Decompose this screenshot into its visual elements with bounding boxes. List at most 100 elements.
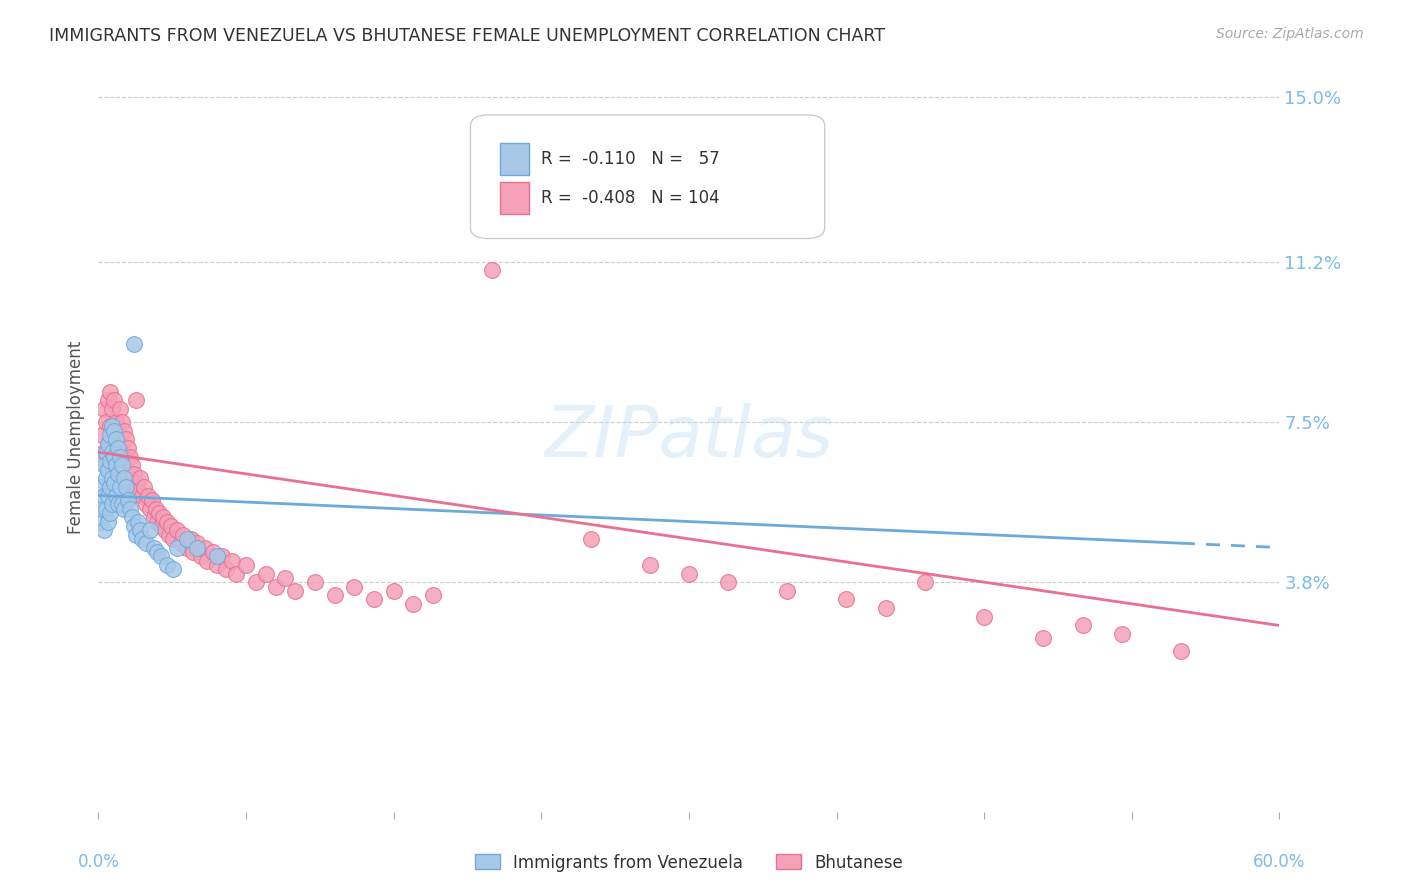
Point <box>117 441 139 455</box>
Point <box>112 471 135 485</box>
Point <box>382 583 405 598</box>
Point <box>98 480 121 494</box>
Point <box>150 519 173 533</box>
Point <box>98 384 121 399</box>
FancyBboxPatch shape <box>471 115 825 238</box>
Point <box>245 575 267 590</box>
Point <box>304 575 326 590</box>
Point <box>579 532 602 546</box>
Point <box>186 536 208 550</box>
Point <box>121 510 143 524</box>
Point <box>101 419 124 434</box>
Point <box>1032 632 1054 646</box>
Point <box>98 454 121 468</box>
Point <box>125 527 148 541</box>
Point <box>156 558 179 572</box>
Point <box>103 424 125 438</box>
Point <box>132 480 155 494</box>
Point <box>101 497 124 511</box>
Point <box>122 467 145 481</box>
Point <box>97 436 120 450</box>
Point <box>105 450 128 464</box>
Point <box>98 458 121 473</box>
Point <box>115 432 138 446</box>
Point <box>1071 618 1094 632</box>
Point <box>111 480 134 494</box>
Point <box>98 506 121 520</box>
Text: R =  -0.110   N =   57: R = -0.110 N = 57 <box>541 150 720 168</box>
Point <box>402 597 425 611</box>
Point <box>121 458 143 473</box>
Point <box>107 489 129 503</box>
Point <box>111 415 134 429</box>
Point <box>105 489 128 503</box>
Point <box>89 515 111 529</box>
Point <box>96 445 118 459</box>
Point <box>166 541 188 555</box>
Point <box>91 480 114 494</box>
Point <box>112 424 135 438</box>
Point <box>108 467 131 481</box>
Point <box>98 428 121 442</box>
Point <box>254 566 277 581</box>
Point <box>194 541 217 555</box>
Point <box>112 501 135 516</box>
Text: IMMIGRANTS FROM VENEZUELA VS BHUTANESE FEMALE UNEMPLOYMENT CORRELATION CHART: IMMIGRANTS FROM VENEZUELA VS BHUTANESE F… <box>49 27 886 45</box>
Point <box>97 515 120 529</box>
Point <box>141 492 163 507</box>
Point <box>422 588 444 602</box>
Point <box>108 450 131 464</box>
Point <box>108 480 131 494</box>
Point <box>835 592 858 607</box>
Point <box>108 436 131 450</box>
Point <box>117 475 139 490</box>
Point <box>101 445 124 459</box>
Point <box>98 419 121 434</box>
Point <box>111 458 134 473</box>
Point <box>111 497 134 511</box>
Point <box>101 401 124 416</box>
Point <box>190 549 212 564</box>
Point <box>152 510 174 524</box>
Point <box>1111 627 1133 641</box>
Point <box>211 549 233 564</box>
Point <box>93 458 115 473</box>
Point <box>115 480 138 494</box>
Point <box>148 506 170 520</box>
Point <box>235 558 257 572</box>
Point <box>221 553 243 567</box>
Point <box>135 497 157 511</box>
Point <box>96 458 118 473</box>
Point <box>97 480 120 494</box>
Bar <box>501 182 530 214</box>
Point <box>131 489 153 503</box>
Point <box>107 467 129 481</box>
Point <box>162 532 184 546</box>
Text: 60.0%: 60.0% <box>1253 854 1306 871</box>
Point <box>205 558 228 572</box>
Point <box>91 501 114 516</box>
Point <box>105 480 128 494</box>
Point <box>115 467 138 481</box>
Point <box>91 428 114 442</box>
Point <box>101 471 124 485</box>
Point <box>93 523 115 537</box>
Point <box>875 601 897 615</box>
Point <box>274 571 297 585</box>
Point <box>776 583 799 598</box>
Point <box>160 519 183 533</box>
Point <box>122 337 145 351</box>
Point <box>363 592 385 607</box>
Point <box>105 458 128 473</box>
Point <box>205 549 228 564</box>
Point <box>195 553 218 567</box>
Point <box>93 489 115 503</box>
Point <box>108 401 131 416</box>
Point <box>973 610 995 624</box>
Point <box>481 263 503 277</box>
Point <box>172 527 194 541</box>
Point <box>107 424 129 438</box>
Point <box>103 475 125 490</box>
Point <box>101 471 124 485</box>
Bar <box>501 144 530 175</box>
